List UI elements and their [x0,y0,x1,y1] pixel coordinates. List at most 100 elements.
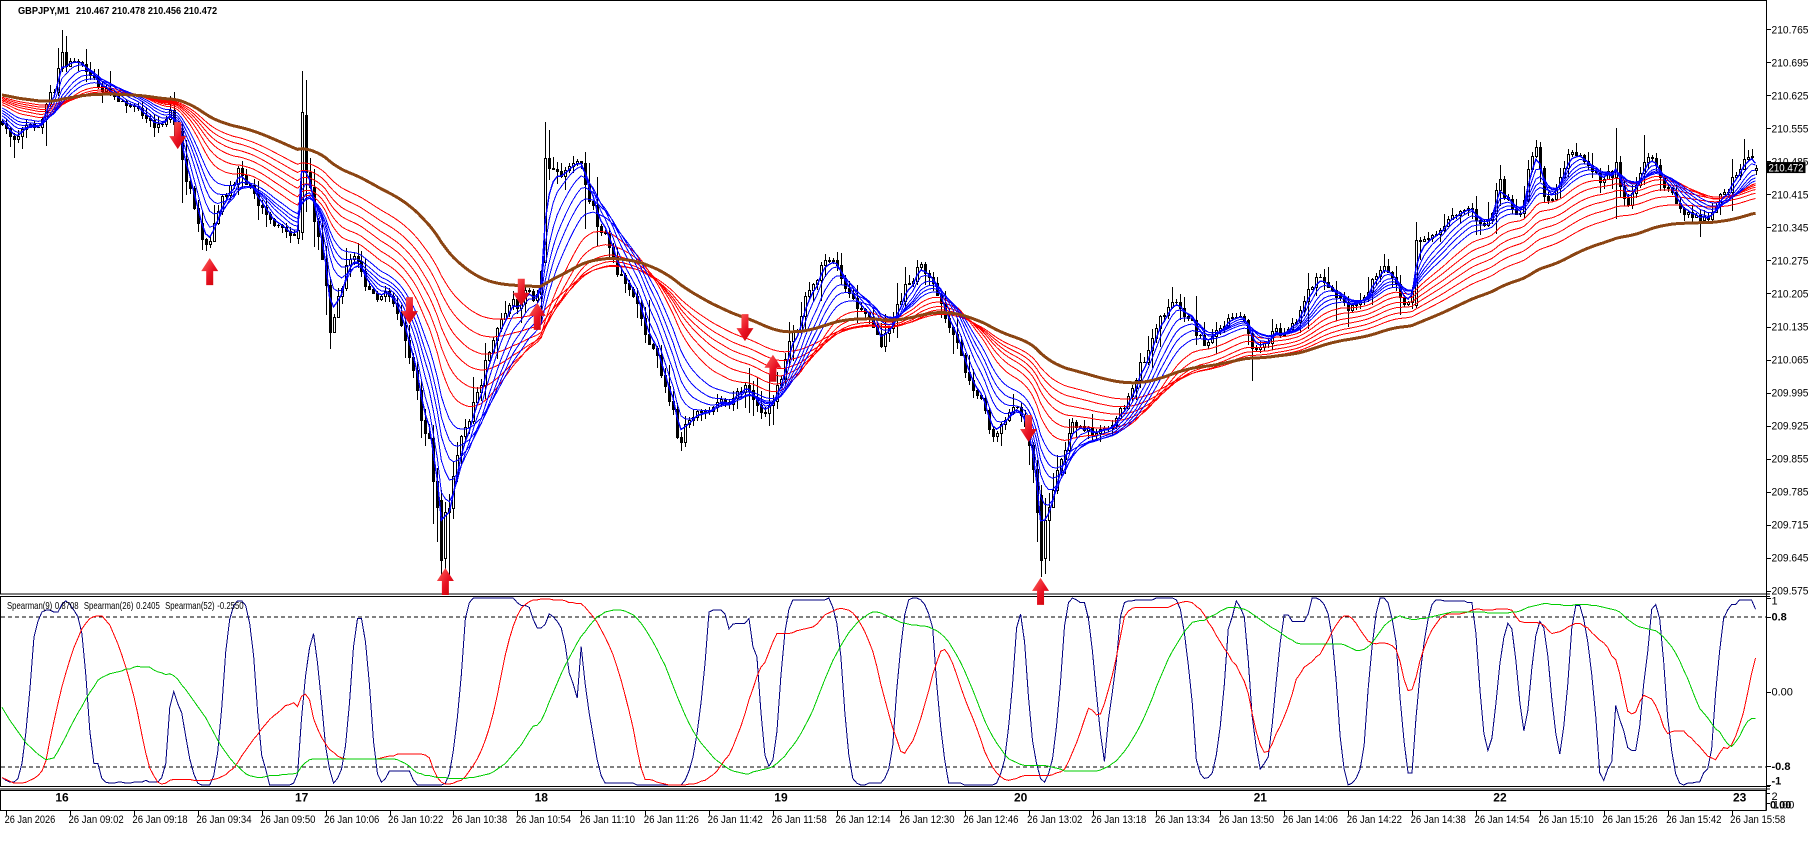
price-axis-label: 209.715 [1772,519,1809,531]
date-label: 26 Jan 10:54 [516,814,571,826]
buy-signal-arrow[interactable] [436,567,454,595]
hour-label: 18 [535,791,549,805]
indicator-plot-area[interactable] [1,597,1766,786]
candle [908,275,911,285]
sell-signal-arrow[interactable] [169,122,187,150]
candle [576,159,579,166]
spearman-slow-line [1,603,1756,779]
buy-signal-arrow[interactable] [528,302,546,330]
candle [1419,237,1422,260]
candle [1515,199,1518,215]
date-label: 26 Jan 09:18 [132,814,187,826]
gmma-short-ema-line [1,74,1756,479]
candle [684,416,687,447]
sell-signal-arrow[interactable] [400,297,418,325]
hour-label: 19 [774,791,788,805]
candle [1040,485,1043,577]
time-axis[interactable]: 16 17 18 19 20 21 22 23 26 Jan 2026 26 Jan 09:02 2… [0,791,1795,847]
date-label: 26 Jan 11:26 [644,814,699,826]
candle [556,162,559,184]
candle [149,114,152,127]
candle [440,490,443,577]
candle [604,230,607,235]
moving-average-overlays [1,61,1757,522]
candle [73,58,76,62]
indicator-axis-label: 0.00 [1772,686,1793,698]
date-label: 26 Jan 11:42 [708,814,763,826]
buy-signal-arrow[interactable] [201,258,219,286]
date-label: 26 Jan 2026 [5,814,56,826]
hour-label: 16 [55,791,69,805]
candle [952,327,955,354]
indicator-axis-label: -0.8 [1772,761,1791,773]
candle [1207,340,1210,349]
candle [1575,143,1578,157]
date-label: 26 Jan 15:10 [1538,814,1593,826]
candle [157,116,160,133]
candle [49,85,52,107]
date-label: 26 Jan 10:22 [388,814,443,826]
price-axis-label: 210.765 [1772,24,1809,36]
strip-scale-label: 0.00 [1770,800,1791,812]
sell-signal-arrow[interactable] [736,314,754,342]
hour-label: 20 [1014,791,1028,805]
candle [640,299,643,326]
candle [193,186,196,210]
candle [552,157,555,170]
date-label: 26 Jan 09:02 [69,814,124,826]
price-axis-label: 210.275 [1772,255,1809,267]
candle [460,435,463,464]
candle [1095,429,1098,439]
candle [1407,301,1410,306]
strip-scale-label: 2 [1772,791,1778,803]
price-axis-label: 209.855 [1772,453,1809,465]
spearman-mid-line [1,598,1757,786]
price-axis-label: 210.415 [1772,189,1809,201]
indicator-axis[interactable]: 1 0.8 0.00 -0.8 -1 [1766,596,1816,788]
candle [289,227,292,243]
date-label: 26 Jan 13:02 [1027,814,1082,826]
candle [133,103,136,112]
panel-frames [0,0,1770,811]
candle [205,238,208,251]
sell-signal-arrow[interactable] [1020,415,1038,443]
date-label: 26 Jan 14:22 [1347,814,1402,826]
current-price-tag: 210.472 [1766,162,1806,174]
buy-signal-arrow[interactable] [1032,577,1050,605]
candle [1171,287,1174,309]
candle [636,288,639,318]
candle [1075,420,1078,437]
price-axis[interactable]: 210.765210.695210.625210.555210.485210.4… [1766,0,1816,598]
date-label: 26 Jan 11:58 [772,814,827,826]
candle [508,303,511,317]
current-price-tag-text: 210.472 [1769,162,1804,174]
candle [1379,266,1382,282]
date-label: 26 Jan 12:30 [899,814,954,826]
buy-signal-arrow[interactable] [764,354,782,382]
candle [416,362,419,400]
candle [572,156,575,173]
candle [956,319,959,349]
candle [1503,176,1506,200]
candle [189,180,192,194]
candle [1335,281,1338,321]
candle [185,140,188,195]
candle [329,279,332,349]
main-chart-plot-area[interactable] [1,0,1766,594]
sell-signal-arrow[interactable] [512,278,530,306]
price-axis-label: 209.575 [1772,586,1809,598]
candle [257,181,260,220]
candle [828,257,831,263]
candle [1319,274,1322,278]
candle [1755,165,1758,175]
gmma-long-ema-line [1,86,1756,441]
candle [5,119,8,134]
candle [1235,313,1238,318]
candle [396,296,399,320]
candle [153,114,156,137]
candle [1451,208,1454,220]
candle [1579,153,1582,156]
candle [464,419,467,441]
